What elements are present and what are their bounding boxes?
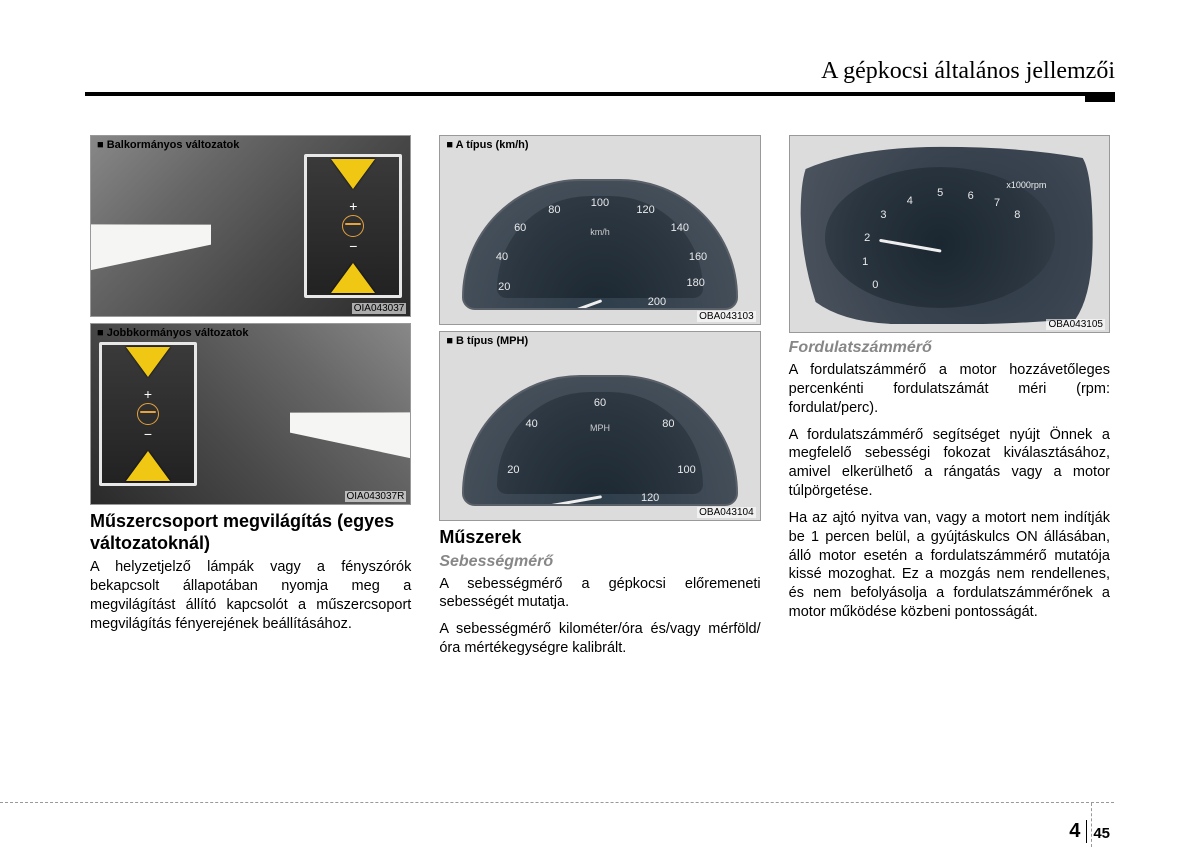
arrow-down-icon xyxy=(331,159,375,189)
gauge-tick-label: 4 xyxy=(907,195,913,207)
body-tach-2: A fordulatszámmérő segítséget nyújt Önne… xyxy=(789,426,1110,501)
gauge-tick-label: 6 xyxy=(968,190,974,202)
gauge-wrap: MPH 20406080100120 xyxy=(450,342,749,506)
column-3: 012345678 x1000rpm OBA043105 Fordulatszá… xyxy=(789,135,1110,666)
gauge-face: MPH xyxy=(497,392,703,494)
arrow-down-icon xyxy=(126,347,170,377)
needle-icon xyxy=(532,299,602,310)
gauge-tick-label: 5 xyxy=(937,187,943,199)
gauge-tick-label: 200 xyxy=(648,296,666,308)
heading-illumination: Műszercsoport megvilágítás (egyes változ… xyxy=(90,511,411,554)
column-2: ■ A típus (km/h) km/h 204060801001201401… xyxy=(439,135,760,666)
wheel-icon xyxy=(342,215,364,237)
figure-code: OBA043105 xyxy=(1046,319,1105,330)
wheel-icon xyxy=(137,403,159,425)
tachometer-body: 012345678 x1000rpm xyxy=(798,144,1101,324)
page-footer: 4 45 xyxy=(1069,820,1110,843)
speedometer-gauge: km/h 20406080100120140160180200 xyxy=(462,179,737,310)
arrow-up-icon xyxy=(331,263,375,293)
figure-lhd: ■ Balkormányos változatok + − OIA043037 xyxy=(90,135,411,317)
body-speedo-2: A sebességmérő kilométer/óra és/vagy mér… xyxy=(439,620,760,658)
gauge-tick-label: 3 xyxy=(880,209,886,221)
gauge-tick-label: 8 xyxy=(1014,209,1020,221)
content-columns: ■ Balkormányos változatok + − OIA043037 … xyxy=(90,135,1110,666)
body-illumination: A helyzetjelző lámpák vagy a fényszórók … xyxy=(90,558,411,633)
chapter-number: 4 xyxy=(1069,820,1087,843)
brightness-control-inset: + − xyxy=(304,154,402,298)
footer-dashed-rule xyxy=(0,802,1114,803)
dashboard-photo: + − xyxy=(91,136,410,316)
figure-label: ■ Jobbkormányos változatok xyxy=(97,327,249,339)
gauge-unit: km/h xyxy=(590,227,610,237)
speedometer-gauge: MPH 20406080100120 xyxy=(462,375,737,506)
needle-icon xyxy=(529,495,602,506)
brightness-control-inset: + − xyxy=(99,342,197,486)
figure-speedo-mph: ■ B típus (MPH) MPH 20406080100120 OBA04… xyxy=(439,331,760,521)
gauge-tick-label: 120 xyxy=(641,492,659,504)
figure-code: OIA043037R xyxy=(345,491,407,502)
plus-minus-indicator: + − xyxy=(137,387,159,441)
gauge-ticks: 012345678 xyxy=(839,176,1042,300)
gauge-face: km/h xyxy=(497,196,703,298)
figure-code: OBA043104 xyxy=(697,507,756,518)
arrow-up-icon xyxy=(126,451,170,481)
figure-label: ■ Balkormányos változatok xyxy=(97,139,239,151)
gauge-tick-label: 0 xyxy=(872,279,878,291)
figure-speedo-kmh: ■ A típus (km/h) km/h 204060801001201401… xyxy=(439,135,760,325)
figure-tach: 012345678 x1000rpm OBA043105 xyxy=(789,135,1110,333)
figure-rhd: ■ Jobbkormányos változatok + − OIA043037… xyxy=(90,323,411,505)
gauge-unit: MPH xyxy=(590,423,610,433)
body-tach-1: A fordulatszámmérő a motor hozzáve­tőleg… xyxy=(789,361,1110,418)
page-number: 45 xyxy=(1087,825,1110,843)
dashboard-photo: + − xyxy=(91,324,410,504)
body-speedo-1: A sebességmérő a gépkocsi előremeneti se… xyxy=(439,575,760,613)
gauge-tick-label: 2 xyxy=(864,232,870,244)
gauge-tick-label: 1 xyxy=(862,256,868,268)
page-header-title: A gépkocsi általános jellemzői xyxy=(821,58,1115,85)
figure-code: OBA043103 xyxy=(697,311,756,322)
gauge-tick-label: 7 xyxy=(994,197,1000,209)
figure-label: ■ B típus (MPH) xyxy=(446,335,528,347)
subheading-tachometer: Fordulatszámmérő xyxy=(789,339,1110,357)
subheading-speedometer: Sebességmérő xyxy=(439,553,760,571)
dash-highlight xyxy=(290,398,410,463)
header-rule xyxy=(85,92,1115,96)
column-1: ■ Balkormányos változatok + − OIA043037 … xyxy=(90,135,411,666)
dash-highlight xyxy=(91,210,211,275)
needle-icon xyxy=(879,239,942,253)
heading-gauges: Műszerek xyxy=(439,527,760,549)
gauge-wrap: km/h 20406080100120140160180200 xyxy=(450,146,749,310)
tach-unit: x1000rpm xyxy=(1006,180,1046,190)
body-tach-3: Ha az ajtó nyitva van, vagy a motort nem… xyxy=(789,509,1110,622)
figure-label: ■ A típus (km/h) xyxy=(446,139,528,151)
figure-code: OIA043037 xyxy=(352,303,407,314)
plus-minus-indicator: + − xyxy=(342,199,364,253)
